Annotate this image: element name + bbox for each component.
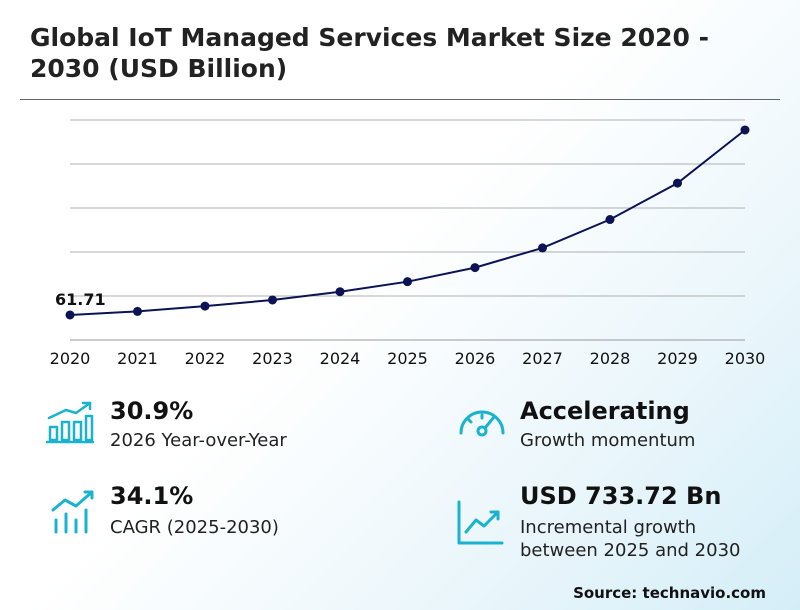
stat-incremental-value: USD 733.72 Bn	[520, 482, 722, 510]
data-point	[65, 310, 75, 320]
stat-cagr-label: CAGR (2025-2030)	[110, 517, 279, 538]
x-tick-label: 2027	[522, 349, 563, 368]
title-divider	[20, 99, 780, 100]
bar-chart-growth-icon	[46, 401, 94, 444]
chart-gridlines	[70, 119, 745, 341]
series-line	[69, 129, 746, 316]
x-tick-label: 2020	[50, 349, 91, 368]
x-tick-label: 2029	[657, 349, 698, 368]
stat-yoy-label: 2026 Year-over-Year	[110, 430, 287, 451]
data-label: 61.71	[55, 290, 106, 309]
stat-momentum-label: Growth momentum	[520, 430, 696, 451]
series-markers	[65, 125, 750, 320]
x-tick-label: 2021	[117, 349, 158, 368]
x-tick-label: 2023	[252, 349, 293, 368]
data-point	[403, 277, 412, 287]
data-point	[268, 295, 277, 305]
x-tick-label: 2022	[185, 349, 226, 368]
line-chart-up-icon	[457, 500, 504, 545]
data-point	[470, 263, 480, 273]
trend-bars-icon	[51, 490, 94, 534]
line-chart: 2020 2021 2022 2023 2024 2025 2026 2027 2028 2029…	[50, 119, 766, 368]
stat-incremental-label-line2: between 2025 and 2030	[520, 540, 741, 561]
x-axis-ticks: 2020 2021 2022 2023 2024 2025 2026 2027 2028 2029…	[50, 349, 766, 368]
x-tick-label: 2030	[725, 349, 766, 368]
data-point	[605, 215, 615, 225]
speedometer-icon	[459, 410, 505, 437]
data-point	[335, 287, 345, 297]
data-point	[538, 243, 547, 253]
x-tick-label: 2025	[387, 349, 428, 368]
data-point	[673, 178, 682, 188]
x-tick-label: 2024	[320, 349, 361, 368]
data-labels: 61.71	[55, 290, 106, 309]
stat-cagr-value: 34.1%	[110, 482, 194, 510]
chart-title: Global IoT Managed Services Market Size …	[30, 23, 710, 83]
x-tick-label: 2028	[590, 349, 631, 368]
data-point	[133, 306, 142, 316]
x-tick-label: 2026	[455, 349, 496, 368]
stat-incremental-label-line1: Incremental growth	[520, 517, 697, 538]
stat-yoy-value: 30.9%	[110, 397, 194, 425]
data-point	[740, 125, 750, 135]
stat-momentum-value: Accelerating	[520, 397, 690, 425]
data-point	[200, 301, 210, 311]
source-credit: Source: technavio.com	[573, 584, 766, 602]
